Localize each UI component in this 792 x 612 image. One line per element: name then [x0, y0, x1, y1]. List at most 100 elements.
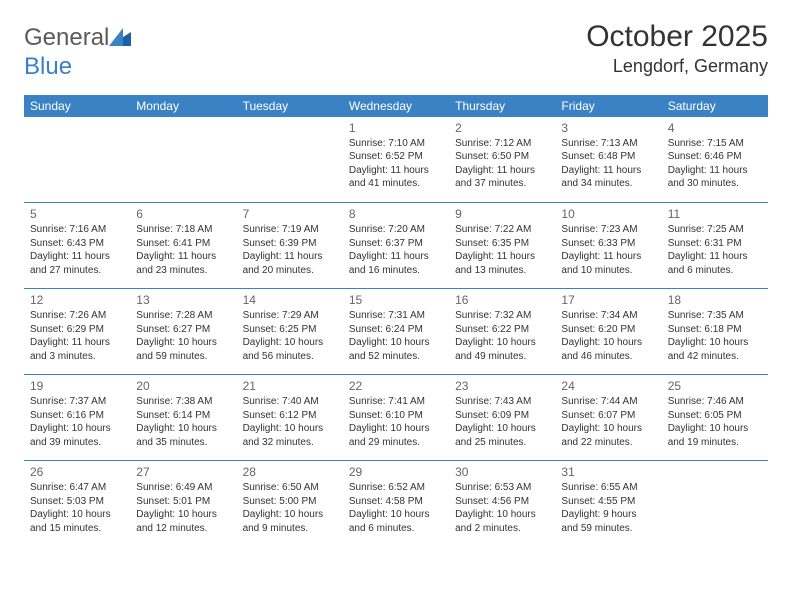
day-info: Sunrise: 7:32 AMSunset: 6:22 PMDaylight:… [455, 309, 549, 363]
sunrise-text: Sunrise: 7:13 AM [561, 137, 655, 151]
sunrise-text: Sunrise: 6:49 AM [136, 481, 230, 495]
day-info: Sunrise: 7:31 AMSunset: 6:24 PMDaylight:… [349, 309, 443, 363]
calendar-cell: 29Sunrise: 6:52 AMSunset: 4:58 PMDayligh… [343, 461, 449, 547]
day-number: 21 [243, 379, 337, 393]
daylight-text: Daylight: 10 hours and 9 minutes. [243, 508, 337, 535]
day-info: Sunrise: 7:38 AMSunset: 6:14 PMDaylight:… [136, 395, 230, 449]
sunrise-text: Sunrise: 7:41 AM [349, 395, 443, 409]
day-number: 20 [136, 379, 230, 393]
day-info: Sunrise: 7:46 AMSunset: 6:05 PMDaylight:… [668, 395, 762, 449]
sunrise-text: Sunrise: 7:32 AM [455, 309, 549, 323]
weekday-header: Monday [130, 95, 236, 117]
day-info: Sunrise: 6:53 AMSunset: 4:56 PMDaylight:… [455, 481, 549, 535]
day-number: 9 [455, 207, 549, 221]
day-number: 14 [243, 293, 337, 307]
sunrise-text: Sunrise: 7:15 AM [668, 137, 762, 151]
sunrise-text: Sunrise: 7:40 AM [243, 395, 337, 409]
calendar-week: 12Sunrise: 7:26 AMSunset: 6:29 PMDayligh… [24, 289, 768, 375]
sunset-text: Sunset: 6:35 PM [455, 237, 549, 251]
sunrise-text: Sunrise: 7:35 AM [668, 309, 762, 323]
day-number: 1 [349, 121, 443, 135]
sunrise-text: Sunrise: 7:20 AM [349, 223, 443, 237]
sunset-text: Sunset: 6:12 PM [243, 409, 337, 423]
header: General Blue October 2025 Lengdorf, Germ… [24, 20, 768, 81]
sunset-text: Sunset: 6:29 PM [30, 323, 124, 337]
calendar-cell: 18Sunrise: 7:35 AMSunset: 6:18 PMDayligh… [662, 289, 768, 375]
calendar-cell: 25Sunrise: 7:46 AMSunset: 6:05 PMDayligh… [662, 375, 768, 461]
calendar-week: 1Sunrise: 7:10 AMSunset: 6:52 PMDaylight… [24, 117, 768, 203]
day-number: 31 [561, 465, 655, 479]
sunset-text: Sunset: 6:39 PM [243, 237, 337, 251]
calendar-cell [130, 117, 236, 203]
sunrise-text: Sunrise: 7:44 AM [561, 395, 655, 409]
sunrise-text: Sunrise: 7:23 AM [561, 223, 655, 237]
calendar-cell: 22Sunrise: 7:41 AMSunset: 6:10 PMDayligh… [343, 375, 449, 461]
daylight-text: Daylight: 11 hours and 16 minutes. [349, 250, 443, 277]
daylight-text: Daylight: 10 hours and 49 minutes. [455, 336, 549, 363]
sunrise-text: Sunrise: 7:46 AM [668, 395, 762, 409]
daylight-text: Daylight: 11 hours and 3 minutes. [30, 336, 124, 363]
day-number: 15 [349, 293, 443, 307]
sunset-text: Sunset: 6:41 PM [136, 237, 230, 251]
sunrise-text: Sunrise: 7:43 AM [455, 395, 549, 409]
day-number: 18 [668, 293, 762, 307]
sunrise-text: Sunrise: 7:25 AM [668, 223, 762, 237]
daylight-text: Daylight: 11 hours and 27 minutes. [30, 250, 124, 277]
day-number: 7 [243, 207, 337, 221]
calendar-cell [237, 117, 343, 203]
sunset-text: Sunset: 6:18 PM [668, 323, 762, 337]
daylight-text: Daylight: 10 hours and 46 minutes. [561, 336, 655, 363]
daylight-text: Daylight: 10 hours and 29 minutes. [349, 422, 443, 449]
sunrise-text: Sunrise: 7:12 AM [455, 137, 549, 151]
calendar-cell: 10Sunrise: 7:23 AMSunset: 6:33 PMDayligh… [555, 203, 661, 289]
calendar-cell: 26Sunrise: 6:47 AMSunset: 5:03 PMDayligh… [24, 461, 130, 547]
title-block: October 2025 Lengdorf, Germany [586, 20, 768, 77]
daylight-text: Daylight: 10 hours and 35 minutes. [136, 422, 230, 449]
daylight-text: Daylight: 11 hours and 13 minutes. [455, 250, 549, 277]
sunrise-text: Sunrise: 7:22 AM [455, 223, 549, 237]
sunset-text: Sunset: 4:58 PM [349, 495, 443, 509]
sunset-text: Sunset: 6:48 PM [561, 150, 655, 164]
sunset-text: Sunset: 6:20 PM [561, 323, 655, 337]
day-info: Sunrise: 7:19 AMSunset: 6:39 PMDaylight:… [243, 223, 337, 277]
weekday-header: Thursday [449, 95, 555, 117]
sunset-text: Sunset: 6:52 PM [349, 150, 443, 164]
sunset-text: Sunset: 6:09 PM [455, 409, 549, 423]
daylight-text: Daylight: 10 hours and 59 minutes. [136, 336, 230, 363]
sunrise-text: Sunrise: 7:28 AM [136, 309, 230, 323]
sunset-text: Sunset: 4:56 PM [455, 495, 549, 509]
daylight-text: Daylight: 11 hours and 20 minutes. [243, 250, 337, 277]
day-info: Sunrise: 7:22 AMSunset: 6:35 PMDaylight:… [455, 223, 549, 277]
daylight-text: Daylight: 10 hours and 2 minutes. [455, 508, 549, 535]
weekday-header: Tuesday [237, 95, 343, 117]
day-info: Sunrise: 6:47 AMSunset: 5:03 PMDaylight:… [30, 481, 124, 535]
sunrise-text: Sunrise: 7:19 AM [243, 223, 337, 237]
day-number: 3 [561, 121, 655, 135]
calendar-week: 5Sunrise: 7:16 AMSunset: 6:43 PMDaylight… [24, 203, 768, 289]
calendar-cell [24, 117, 130, 203]
calendar-cell: 12Sunrise: 7:26 AMSunset: 6:29 PMDayligh… [24, 289, 130, 375]
calendar-cell: 6Sunrise: 7:18 AMSunset: 6:41 PMDaylight… [130, 203, 236, 289]
sunset-text: Sunset: 6:07 PM [561, 409, 655, 423]
sunset-text: Sunset: 5:00 PM [243, 495, 337, 509]
calendar-cell: 30Sunrise: 6:53 AMSunset: 4:56 PMDayligh… [449, 461, 555, 547]
calendar-cell: 23Sunrise: 7:43 AMSunset: 6:09 PMDayligh… [449, 375, 555, 461]
calendar-cell: 19Sunrise: 7:37 AMSunset: 6:16 PMDayligh… [24, 375, 130, 461]
sunrise-text: Sunrise: 6:50 AM [243, 481, 337, 495]
calendar-cell: 8Sunrise: 7:20 AMSunset: 6:37 PMDaylight… [343, 203, 449, 289]
day-info: Sunrise: 7:44 AMSunset: 6:07 PMDaylight:… [561, 395, 655, 449]
sunset-text: Sunset: 6:33 PM [561, 237, 655, 251]
day-number: 22 [349, 379, 443, 393]
day-number: 29 [349, 465, 443, 479]
sunset-text: Sunset: 6:24 PM [349, 323, 443, 337]
daylight-text: Daylight: 10 hours and 12 minutes. [136, 508, 230, 535]
day-info: Sunrise: 7:29 AMSunset: 6:25 PMDaylight:… [243, 309, 337, 363]
day-info: Sunrise: 7:20 AMSunset: 6:37 PMDaylight:… [349, 223, 443, 277]
calendar-cell: 13Sunrise: 7:28 AMSunset: 6:27 PMDayligh… [130, 289, 236, 375]
calendar-cell: 28Sunrise: 6:50 AMSunset: 5:00 PMDayligh… [237, 461, 343, 547]
day-info: Sunrise: 7:12 AMSunset: 6:50 PMDaylight:… [455, 137, 549, 191]
day-number: 19 [30, 379, 124, 393]
calendar-cell: 1Sunrise: 7:10 AMSunset: 6:52 PMDaylight… [343, 117, 449, 203]
sunrise-text: Sunrise: 6:55 AM [561, 481, 655, 495]
day-number: 17 [561, 293, 655, 307]
